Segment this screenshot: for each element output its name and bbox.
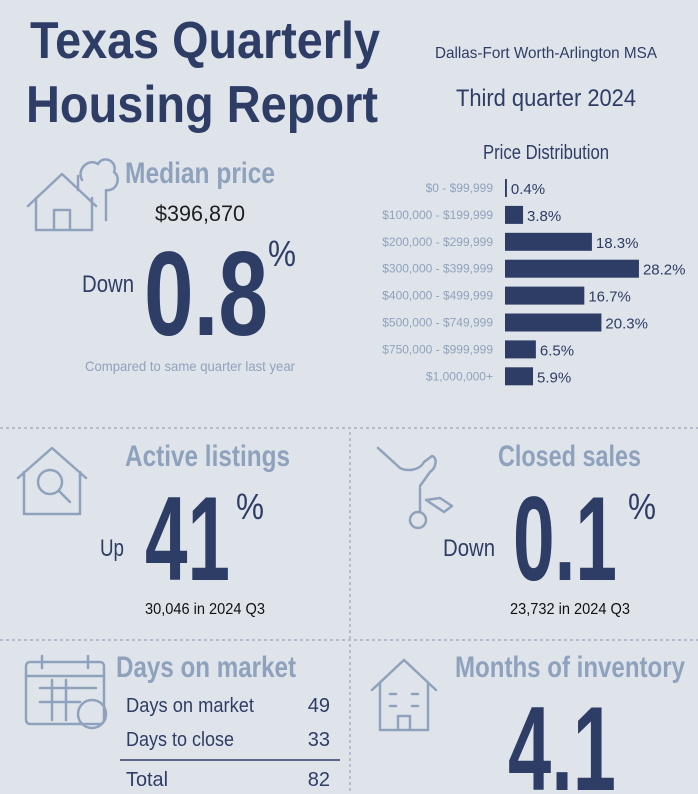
sales-change: 0.1: [513, 472, 617, 606]
dom-heading: Days on market: [116, 651, 296, 684]
median-price: $396,870: [155, 201, 245, 226]
calendar-icon: [24, 654, 108, 730]
sales-heading: Closed sales: [498, 440, 641, 473]
value-label: 20.3%: [605, 316, 648, 333]
category-label: $300,000 - $399,999: [382, 262, 493, 276]
sales-detail: 23,732 in 2024 Q3: [510, 601, 630, 618]
listings-heading: Active listings: [125, 440, 290, 473]
category-label: $750,000 - $999,999: [382, 342, 493, 356]
category-label: $200,000 - $299,999: [382, 235, 493, 249]
median-note: Compared to same quarter last year: [85, 358, 295, 374]
bar: [505, 367, 534, 386]
building-icon: [370, 658, 438, 732]
dom-total-value: 82: [308, 769, 330, 791]
chart-title: Price Distribution: [483, 142, 609, 164]
median-unit: %: [268, 233, 296, 274]
region: Dallas-Fort Worth-Arlington MSA: [435, 45, 657, 62]
value-label: 16.7%: [588, 289, 631, 306]
price-distribution-chart: $0 - $99,999 0.4% $100,000 - $199,999 3.8% $…: [382, 179, 685, 386]
moi-heading: Months of inventory: [455, 651, 685, 684]
median-heading: Median price: [125, 157, 275, 190]
dom-row-value: 33: [308, 729, 330, 751]
category-label: $400,000 - $499,999: [382, 289, 493, 303]
title-line-2: Housing Report: [26, 76, 378, 134]
listings-detail: 30,046 in 2024 Q3: [145, 601, 265, 618]
category-label: $1,000,000+: [426, 369, 493, 383]
median-direction: Down: [82, 271, 134, 298]
bar: [505, 232, 592, 251]
bar: [505, 286, 585, 305]
dom-total-label: Total: [126, 769, 168, 791]
title-line-1: Texas Quarterly: [30, 12, 380, 70]
category-label: $500,000 - $749,999: [382, 316, 493, 330]
listings-direction: Up: [100, 535, 124, 562]
value-label: 18.3%: [596, 235, 639, 252]
value-label: 0.4%: [511, 181, 545, 198]
bar: [505, 259, 639, 278]
bar: [505, 313, 602, 332]
listings-change: 41: [145, 472, 230, 606]
dom-row-value: 49: [308, 695, 330, 717]
bar: [505, 205, 524, 224]
category-label: $0 - $99,999: [426, 181, 494, 195]
bar: [505, 340, 536, 359]
search-house-icon: [16, 446, 88, 516]
value-label: 5.9%: [537, 369, 571, 386]
sales-direction: Down: [443, 535, 495, 562]
bar: [505, 179, 507, 197]
value-label: 3.8%: [527, 208, 561, 225]
moi-value: 4.1: [508, 682, 616, 794]
value-label: 6.5%: [540, 342, 574, 359]
value-label: 28.2%: [643, 262, 686, 279]
dom-row-label: Days to close: [126, 729, 234, 751]
house-icon: [26, 158, 119, 232]
keys-icon: [376, 446, 454, 530]
listings-unit: %: [236, 486, 264, 527]
median-change: 0.8: [144, 227, 268, 361]
period: Third quarter 2024: [456, 85, 636, 112]
category-label: $100,000 - $199,999: [382, 208, 493, 222]
sales-unit: %: [628, 486, 656, 527]
dom-row-label: Days on market: [126, 695, 254, 717]
